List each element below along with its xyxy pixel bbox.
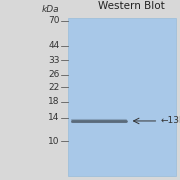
- Text: 22: 22: [48, 83, 59, 92]
- Text: 18: 18: [48, 97, 59, 106]
- Text: 70: 70: [48, 16, 59, 25]
- Text: ←13kDa: ←13kDa: [160, 116, 180, 125]
- Bar: [68, 18, 176, 176]
- Text: 26: 26: [48, 70, 59, 79]
- Text: 44: 44: [48, 41, 59, 50]
- Text: Western Blot: Western Blot: [98, 1, 165, 11]
- Text: 33: 33: [48, 56, 59, 65]
- Text: 10: 10: [48, 137, 59, 146]
- Text: kDa: kDa: [42, 4, 59, 14]
- Text: 14: 14: [48, 113, 59, 122]
